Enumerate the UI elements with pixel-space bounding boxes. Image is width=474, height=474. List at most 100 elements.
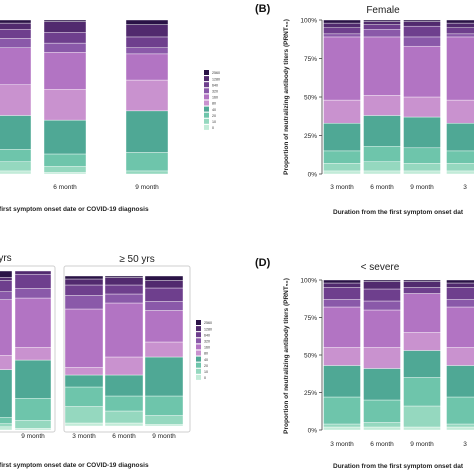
bar-segment-640	[104, 284, 144, 295]
bar-segment-40	[323, 365, 361, 398]
legend-swatch	[196, 320, 201, 325]
bar-segment-40	[104, 374, 144, 397]
x-tick-label: 6 month	[112, 433, 136, 440]
legend-swatch	[204, 112, 209, 118]
bar-segment-160	[0, 299, 13, 356]
legend-swatch	[204, 76, 209, 82]
legend-swatch	[196, 368, 201, 374]
bar-segment-160	[363, 36, 401, 96]
chart-panel-0: 6 month 9 month se first symptom onset dat…	[0, 19, 169, 213]
legend-label: 1280	[204, 327, 212, 331]
bar-segment-2560	[446, 279, 474, 284]
bar-segment-80	[0, 84, 32, 116]
bar-segment-320	[0, 291, 13, 300]
bar-segment-640	[446, 27, 474, 35]
bar-segment-2560	[403, 279, 441, 282]
x-tick-label: 3 month	[72, 433, 96, 440]
bar-segment-2560	[104, 275, 144, 278]
bar-segment-20	[363, 146, 401, 162]
bar-segment-20	[323, 396, 361, 425]
bar-segment-80	[125, 79, 169, 112]
bar-segment-40	[403, 350, 441, 378]
bar-segment-320	[14, 288, 52, 299]
legend-label: 80	[204, 352, 208, 356]
bar-segment-640	[403, 287, 441, 294]
bar-segment-0	[446, 426, 474, 431]
panel-subtitle: ≥ 50 yrs	[119, 254, 155, 265]
legend-label: 40	[204, 358, 208, 362]
legend-label: 640	[204, 333, 210, 337]
bar-segment-640	[0, 29, 32, 39]
bar-segment-40	[64, 374, 104, 388]
x-axis-label: Duration from the first symptom onset da…	[333, 463, 464, 470]
bar-segment-1280	[403, 281, 441, 288]
bar-segment-2560	[323, 19, 361, 24]
bar-segment-80	[14, 347, 52, 361]
bar-segment-2560	[363, 19, 401, 22]
bar-segment-640	[14, 273, 52, 289]
legend-label: 80	[212, 102, 216, 106]
bar-segment-40	[323, 122, 361, 152]
bar-segment-640	[403, 25, 441, 38]
legend-swatch	[196, 362, 201, 368]
bar-segment-10	[14, 420, 52, 429]
bar-segment-0	[323, 170, 361, 175]
x-tick-label: 9 month	[152, 433, 176, 440]
y-tick-label: 50%	[304, 353, 317, 360]
bar-segment-320	[43, 42, 87, 53]
panel-subtitle: Female	[366, 5, 400, 16]
bar-segment-2560	[0, 19, 32, 24]
y-tick-label: 25%	[304, 390, 317, 397]
x-axis-label: se first symptom onset date or COVID-19 …	[0, 462, 149, 469]
bar-segment-640	[363, 24, 401, 30]
x-tick-label: 6 month	[53, 184, 77, 191]
y-axis-label: Proportion of neutralizing antibody tite…	[283, 278, 290, 434]
bar-segment-0	[14, 428, 52, 431]
bar-segment-0	[0, 426, 13, 431]
bar-segment-2560	[64, 275, 104, 280]
bar-segment-2560	[403, 19, 441, 22]
bar-segment-10	[144, 415, 184, 425]
bar-segment-160	[323, 306, 361, 348]
bar-segment-20	[403, 147, 441, 164]
bar-segment-320	[446, 33, 474, 38]
bar-segment-320	[0, 38, 32, 48]
legend-label: 160	[204, 346, 210, 350]
bar-segment-1280	[323, 282, 361, 288]
y-tick-label: 50%	[304, 95, 317, 102]
bar-segment-80	[363, 347, 401, 369]
bar-segment-10	[363, 422, 401, 428]
bar-segment-1280	[363, 281, 401, 290]
bar-segment-0	[64, 422, 104, 427]
legend-1: 2560 1280 640 320 160 80 40 20 10 0	[196, 320, 212, 380]
bar-segment-0	[403, 426, 441, 431]
bar-segment-20	[43, 153, 87, 167]
bar-segment-80	[446, 347, 474, 366]
bar-segment-0	[0, 170, 32, 175]
bar-segment-160	[125, 53, 169, 81]
bar-segment-80	[363, 95, 401, 116]
legend-label: 0	[212, 126, 214, 130]
panel-subtitle: yrs	[0, 253, 12, 264]
bar-segment-160	[403, 45, 441, 98]
bar-segment-2560	[323, 279, 361, 284]
bar-segment-10	[0, 423, 13, 428]
bar-segment-10	[446, 423, 474, 428]
chart-panel-3: 3 month 6 month 9 month ≥ 50 yrs se first sy…	[0, 254, 191, 469]
legend-swatch	[196, 374, 201, 380]
bar-segment-80	[403, 332, 441, 351]
bar-segment-20	[0, 417, 13, 424]
x-tick-label: 9 month	[135, 184, 159, 191]
bar-segment-80	[323, 99, 361, 124]
x-tick-label: 6 month	[370, 184, 394, 191]
bar-segment-320	[144, 301, 184, 311]
bar-segment-10	[64, 406, 104, 424]
bar-segment-20	[14, 398, 52, 421]
bar-segment-320	[125, 47, 169, 55]
panel-subtitle: < severe	[361, 262, 400, 273]
legend-label: 320	[204, 340, 210, 344]
bar-segment-640	[446, 287, 474, 300]
legend-swatch	[204, 106, 209, 112]
legend-label: 2560	[204, 321, 212, 325]
bar-segment-1280	[0, 22, 32, 30]
